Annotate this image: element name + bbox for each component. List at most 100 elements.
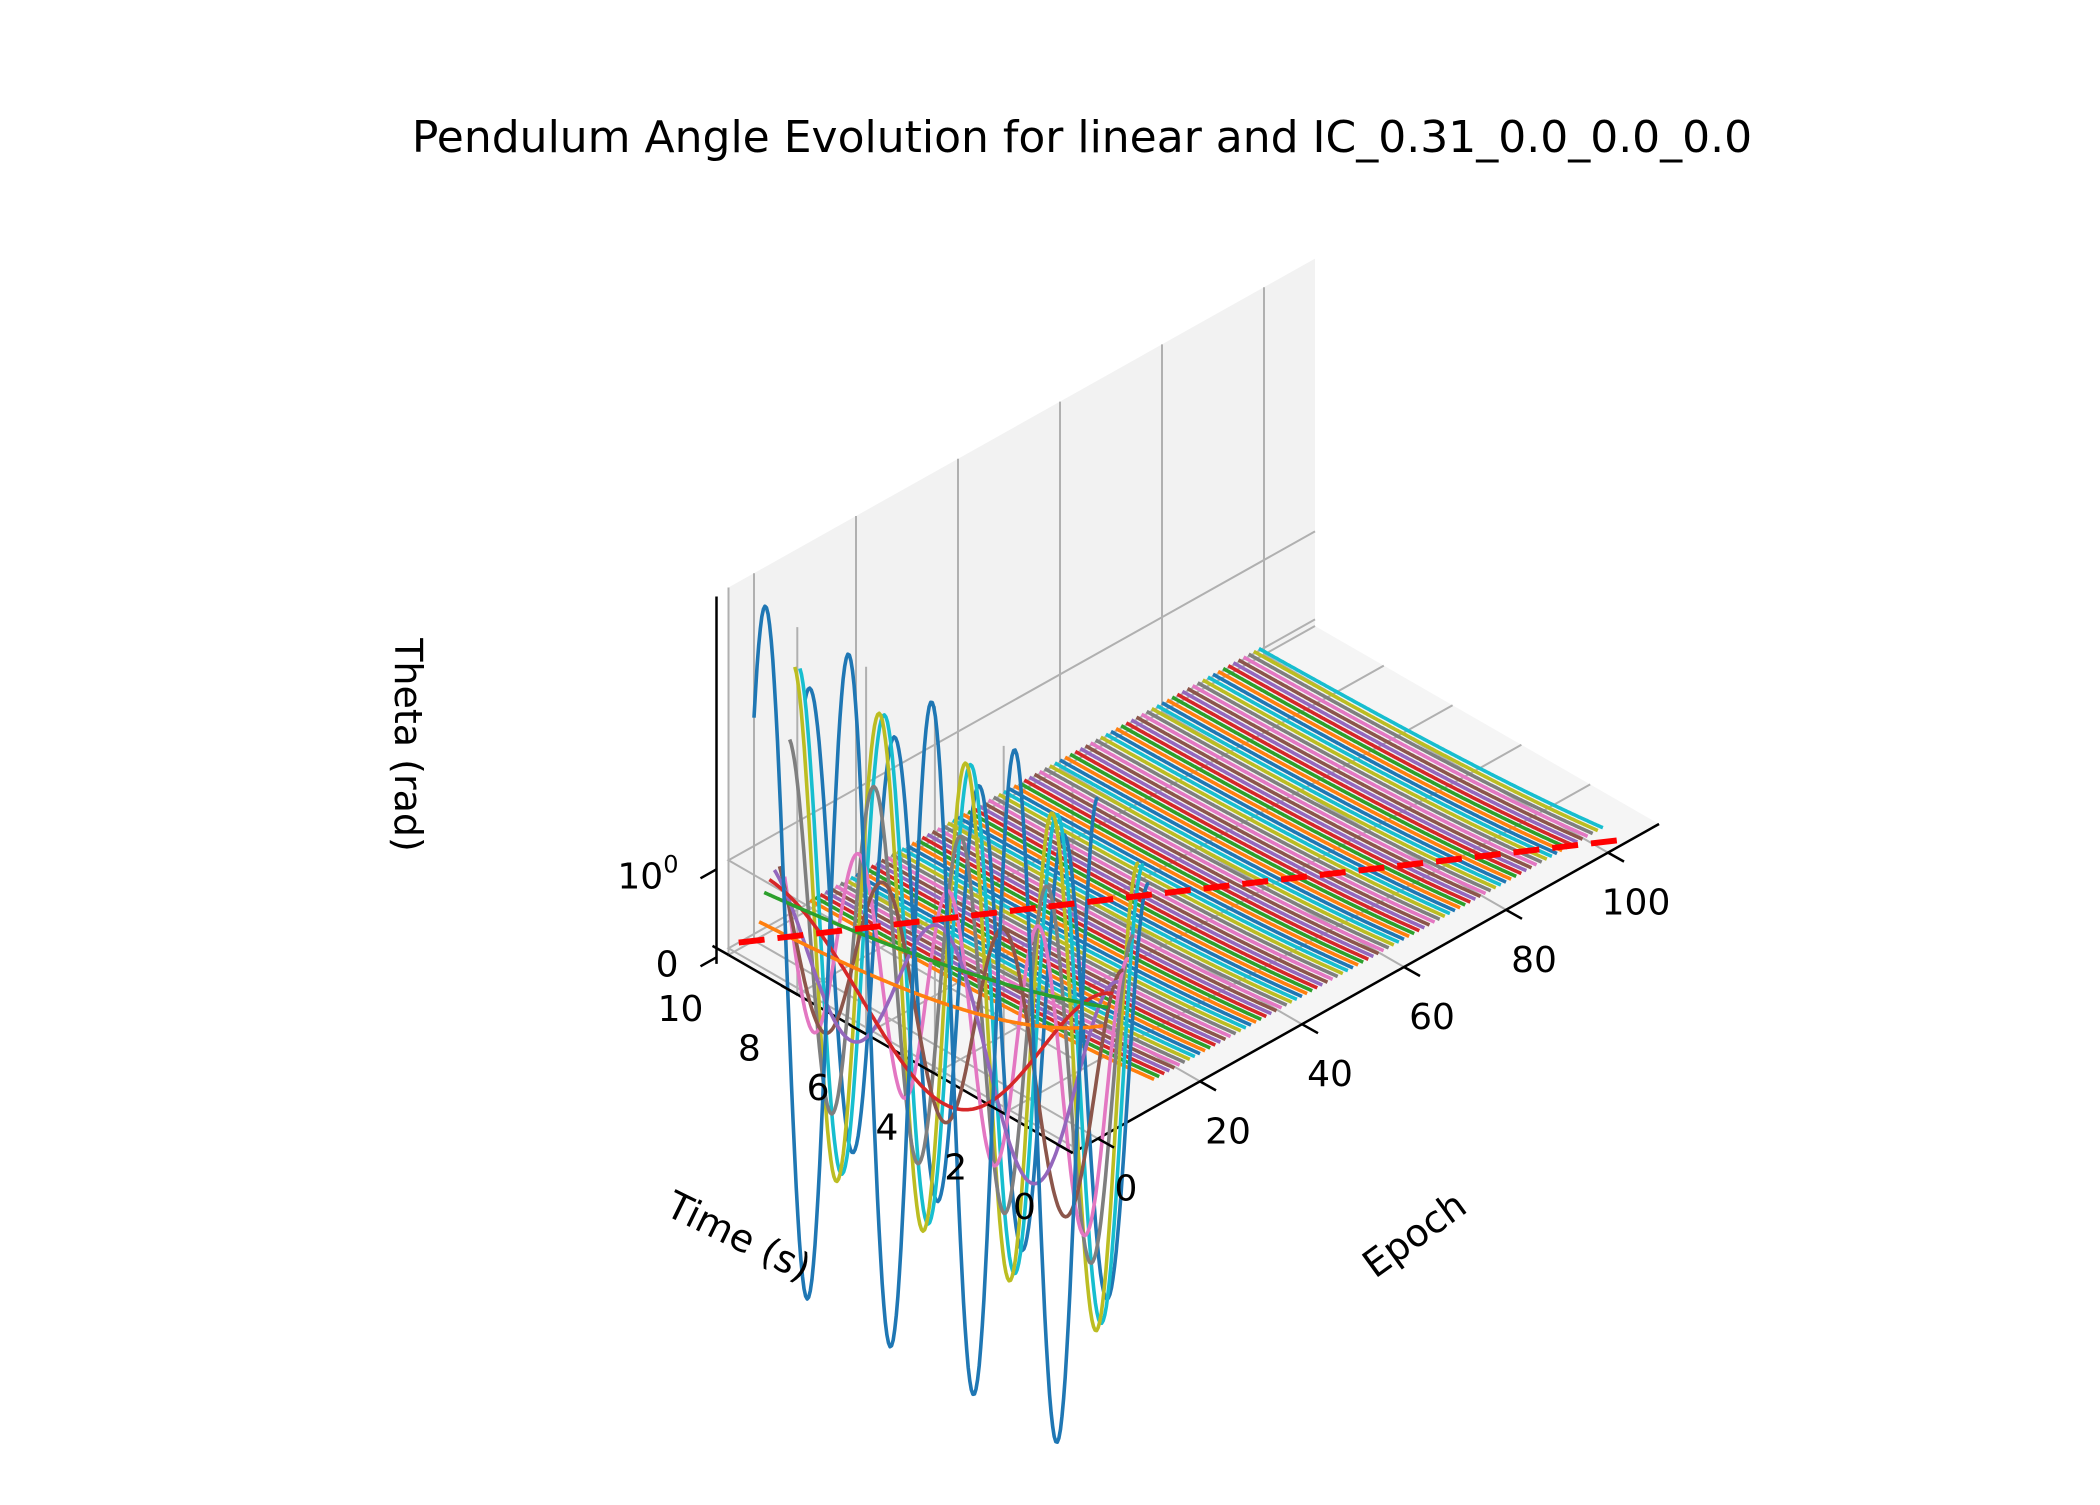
series-line-converged (1166, 698, 1512, 881)
series-line-converged (1201, 678, 1548, 861)
series-line-converged (1212, 672, 1558, 856)
series-line-converged (1258, 646, 1604, 830)
x-tick-mark (1403, 965, 1421, 978)
series-line-converged (865, 867, 1211, 1050)
reference-dashed-line (738, 837, 1619, 946)
z-tick-mark (699, 868, 718, 880)
series-line-converged (1110, 729, 1456, 913)
x-tick-mark (1199, 1080, 1217, 1092)
series-line-epoch (763, 890, 1109, 1010)
series-line-converged (1018, 781, 1364, 964)
series-line-converged (1242, 655, 1589, 838)
series-curves (738, 604, 1619, 1444)
series-line-converged (1247, 652, 1594, 836)
series-line-converged (941, 824, 1288, 1007)
y-tick-label: 10 (658, 989, 704, 1030)
series-line-converged (1217, 669, 1563, 853)
series-line-converged (1099, 735, 1446, 919)
series-line-converged (870, 864, 1217, 1047)
series-line-converged (1089, 741, 1436, 924)
series-line-converged (1074, 749, 1421, 933)
series-line-epoch (798, 667, 1145, 1326)
series-line-converged (1115, 727, 1461, 910)
x-tick-mark (1505, 908, 1523, 920)
series-line-converged (1237, 658, 1584, 841)
y-tick-label: 0 (1013, 1187, 1036, 1228)
x-tick-label: 100 (1602, 883, 1671, 924)
series-line-converged (1140, 712, 1487, 896)
series-line-converged (1043, 767, 1390, 950)
series-line-converged (850, 875, 1196, 1059)
series-line-converged (1023, 778, 1370, 961)
series-line-epoch (777, 865, 1124, 1219)
series-line-converged (1161, 701, 1507, 884)
x-tick-label: 60 (1409, 997, 1455, 1038)
series-line-converged (1252, 649, 1599, 833)
series-line-converged (1048, 764, 1395, 947)
z-tick-base: 10 (617, 856, 663, 897)
z-tick-base: 0 (656, 944, 679, 985)
x-axis-label: Epoch (1354, 1182, 1474, 1286)
y-tick-mark (1055, 1142, 1074, 1154)
series-line-converged (1232, 661, 1579, 844)
series-line-epoch (768, 878, 1114, 1112)
series-line-converged (1191, 684, 1538, 867)
z-tick-mark (699, 956, 718, 968)
x-tick-mark (1301, 1023, 1319, 1035)
y-tick-mark (849, 1024, 867, 1036)
x-tick-label: 20 (1205, 1111, 1251, 1152)
series-line-converged (1033, 772, 1380, 956)
series-line-converged (1145, 709, 1492, 893)
series-line-converged (1186, 686, 1533, 870)
x-tick-label: 80 (1511, 940, 1557, 981)
y-tick-mark (711, 944, 730, 956)
y-tick-mark (918, 1063, 936, 1075)
series-line-converged (1181, 689, 1528, 873)
series-line-converged (916, 838, 1262, 1022)
series-line-converged (901, 847, 1247, 1030)
series-line-converged (1227, 664, 1574, 847)
x-axis-line (1071, 822, 1660, 1154)
chart-title: Pendulum Angle Evolution for linear and … (412, 112, 1752, 163)
y-axis-label: Time (s) (659, 1182, 818, 1290)
y-tick-mark (780, 984, 798, 996)
x-tick-mark (1607, 851, 1625, 863)
series-line-converged (977, 804, 1324, 987)
series-line-converged (1064, 755, 1410, 939)
series-line-converged (1084, 744, 1431, 927)
series-line-epoch (758, 920, 1104, 1030)
series-line-converged (982, 801, 1329, 984)
series-line-epoch (752, 604, 1100, 1444)
series-line-converged (1079, 747, 1426, 930)
series-line-converged (936, 827, 1283, 1010)
series-line-converged (1094, 738, 1441, 921)
y-tick-mark (987, 1103, 1005, 1115)
series-line-converged (1008, 787, 1354, 970)
series-line-converged (1054, 761, 1400, 944)
y-tick-label: 2 (944, 1147, 967, 1188)
series-line-converged (1196, 681, 1543, 864)
series-line-converged (1059, 758, 1405, 941)
x-tick-label: 40 (1307, 1054, 1353, 1095)
series-line-converged (1028, 775, 1375, 959)
series-line-converged (880, 858, 1227, 1042)
series-line-converged (1013, 784, 1359, 967)
z-tick-label: 100 (617, 850, 678, 897)
series-line-converged (1207, 675, 1553, 858)
series-line-converged (1171, 695, 1517, 879)
z-axis-label: Theta (rad) (386, 637, 430, 852)
series-line-converged (1176, 692, 1523, 876)
series-line-converged (1120, 724, 1466, 907)
x-tick-mark (1097, 1137, 1115, 1149)
y-tick-label: 8 (738, 1029, 761, 1070)
y-tick-label: 4 (875, 1108, 898, 1149)
series-line-converged (1222, 666, 1568, 850)
series-line-converged (1105, 732, 1451, 916)
z-tick-label: 0 (656, 944, 679, 985)
series-line-converged (952, 818, 1298, 1001)
z-tick-exponent: 0 (663, 850, 678, 878)
series-line-epoch (782, 851, 1130, 1238)
